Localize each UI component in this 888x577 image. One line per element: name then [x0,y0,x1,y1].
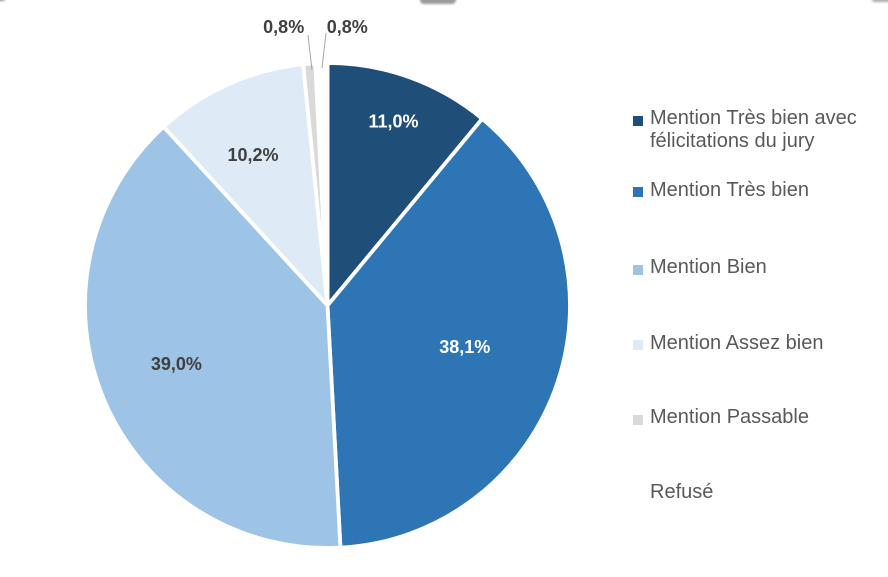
svg-text:11,0%: 11,0% [368,112,418,132]
svg-text:38,1%: 38,1% [439,337,490,357]
svg-text:0,8%: 0,8% [263,17,304,37]
svg-text:0,8%: 0,8% [327,17,368,37]
svg-text:10,2%: 10,2% [227,145,278,165]
svg-text:39,0%: 39,0% [151,354,202,374]
